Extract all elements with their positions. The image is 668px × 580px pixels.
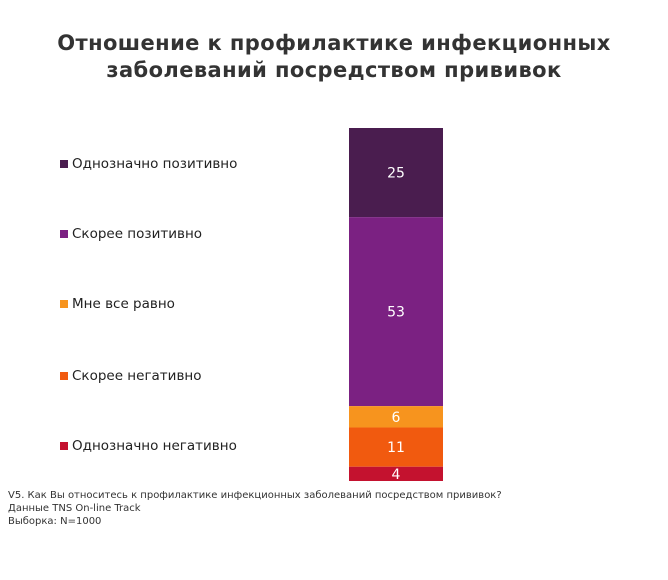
legend-label: Однозначно позитивно xyxy=(72,156,238,172)
legend-item-1: Однозначно позитивно xyxy=(60,155,237,173)
legend-swatch xyxy=(60,372,68,380)
legend-item-5: Однозначно негативно xyxy=(60,437,237,455)
data-label-4: 11 xyxy=(387,440,405,456)
footnote-sample: Выборка: N=1000 xyxy=(8,516,102,527)
bar-segment-4 xyxy=(349,427,443,467)
legend-swatch xyxy=(60,300,68,308)
data-label-5: 4 xyxy=(392,467,401,483)
chart-title-line-2: заболеваний посредством прививок xyxy=(106,58,562,82)
data-label-1: 25 xyxy=(387,166,405,182)
footnote-source: Данные TNS On-line Track xyxy=(8,503,141,514)
legend-swatch xyxy=(60,230,68,238)
data-label-2: 53 xyxy=(387,305,405,321)
legend-label: Однозначно негативно xyxy=(72,438,237,454)
legend-label: Скорее позитивно xyxy=(72,226,203,242)
legend-swatch xyxy=(60,442,68,450)
footnote-question: V5. Как Вы относитесь к профилактике инф… xyxy=(8,490,502,501)
chart-title: Отношение к профилактике инфекционных за… xyxy=(0,30,668,84)
legend-label: Скорее негативно xyxy=(72,368,202,384)
bar-segment-3 xyxy=(349,406,443,428)
bar-segment-2 xyxy=(349,217,443,407)
legend-swatch xyxy=(60,160,68,168)
footnote: V5. Как Вы относитесь к профилактике инф… xyxy=(8,489,502,528)
bar-segment-1 xyxy=(349,128,443,218)
legend-item-3: Мне все равно xyxy=(60,295,175,313)
chart-title-line-1: Отношение к профилактике инфекционных xyxy=(57,31,611,55)
legend-item-2: Скорее позитивно xyxy=(60,225,202,243)
bar-segment-5 xyxy=(349,466,443,481)
legend-item-4: Скорее негативно xyxy=(60,367,202,385)
data-label-3: 6 xyxy=(392,410,401,426)
legend-label: Мне все равно xyxy=(72,296,175,312)
